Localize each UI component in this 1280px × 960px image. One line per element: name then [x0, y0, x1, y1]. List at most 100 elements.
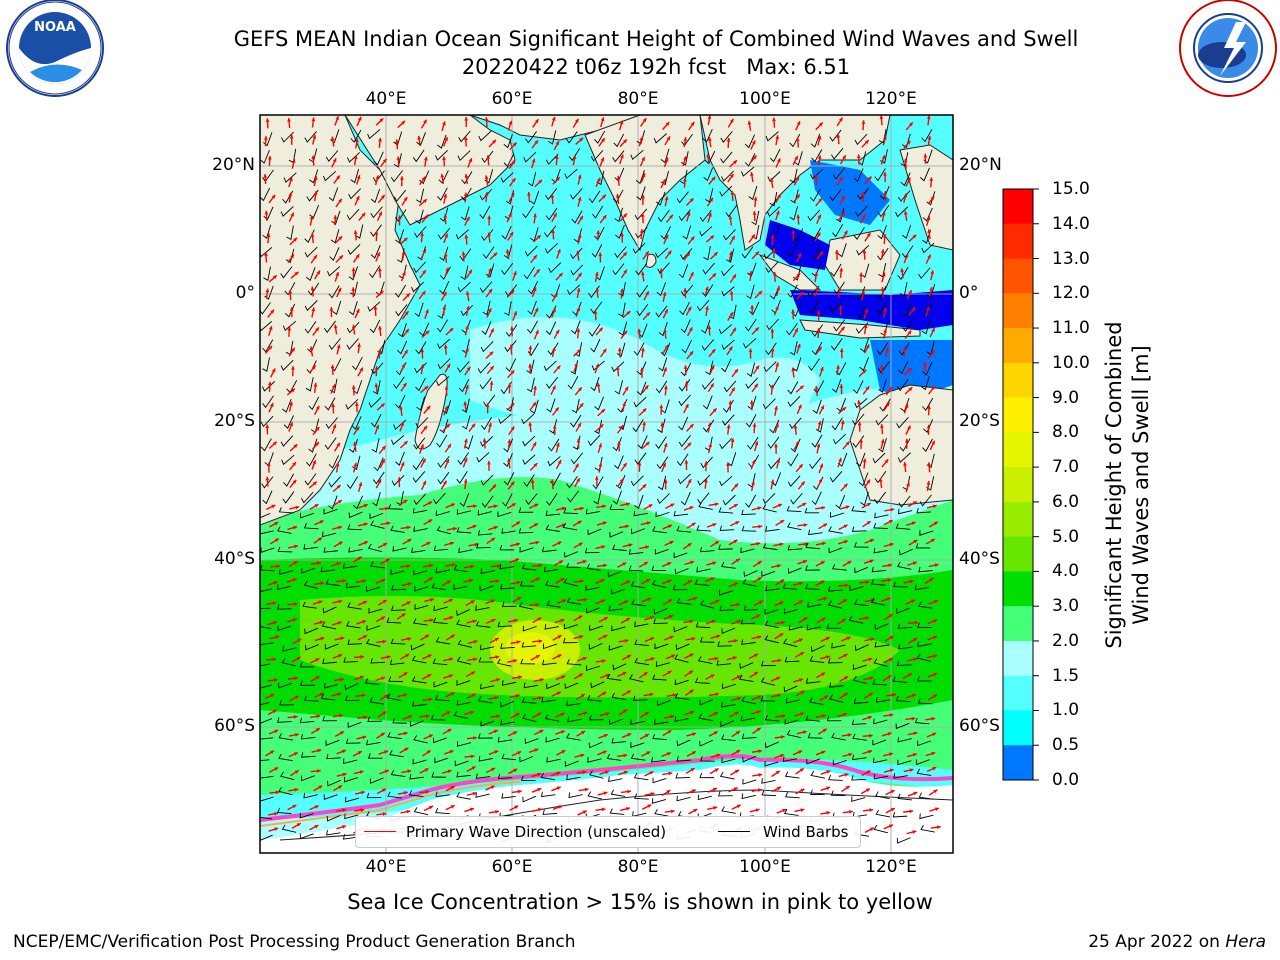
- wind-barb: [636, 361, 647, 376]
- wind-barb: [895, 695, 911, 703]
- wave-direction-arrowhead: [353, 441, 357, 446]
- wind-barb: [898, 643, 913, 650]
- wind-barb: [634, 639, 649, 646]
- wind-barb: [412, 507, 428, 514]
- wave-direction-arrowhead: [374, 383, 379, 388]
- wind-barb: [675, 773, 691, 779]
- wave-direction-arrowhead: [338, 785, 343, 789]
- wind-barb: [373, 151, 384, 166]
- wind-barb: [741, 696, 756, 705]
- wind-barb: [678, 209, 691, 222]
- wind-barb: [743, 338, 757, 349]
- wind-barb: [350, 281, 358, 297]
- wind-barb: [919, 494, 932, 507]
- wave-direction-arrowhead: [292, 618, 297, 622]
- wave-direction-arrowhead: [353, 155, 358, 160]
- wind-barb: [477, 530, 493, 536]
- wave-direction-arrowhead: [510, 193, 515, 198]
- wind-barb: [858, 472, 869, 487]
- wind-barb: [808, 358, 820, 371]
- wind-barb: [299, 812, 314, 819]
- wind-barb: [655, 661, 671, 668]
- wind-barb: [853, 675, 868, 685]
- wind-barb: [303, 695, 319, 702]
- wind-barb: [721, 170, 734, 182]
- wave-direction-arrowhead: [684, 404, 689, 409]
- wind-barb: [368, 265, 381, 279]
- wave-direction-arrowhead: [731, 387, 735, 392]
- wind-barb: [573, 228, 583, 243]
- wind-barb: [897, 452, 911, 463]
- wind-barb: [395, 229, 405, 244]
- wave-direction-arrowhead: [318, 600, 323, 605]
- wave-direction-arrowhead: [447, 769, 452, 774]
- wind-barb: [919, 813, 934, 820]
- wave-direction-arrowhead: [691, 751, 696, 755]
- wave-direction-arrowhead: [582, 770, 587, 775]
- wind-barb: [919, 167, 930, 182]
- wave-direction-arrowhead: [775, 770, 780, 775]
- wave-direction-arrowhead: [902, 346, 907, 351]
- wind-barb: [281, 131, 294, 143]
- wave-direction-arrowhead: [642, 484, 647, 489]
- wind-barb: [764, 609, 779, 615]
- wave-direction-arrowhead: [556, 691, 561, 696]
- wind-barb: [345, 695, 360, 702]
- wave-direction-arrowhead: [270, 693, 275, 698]
- wind-barb: [347, 602, 362, 610]
- wind-barb: [921, 375, 930, 391]
- wind-barb: [325, 579, 341, 587]
- wind-barb: [810, 168, 824, 180]
- wind-barb: [527, 342, 539, 357]
- wind-barb: [826, 623, 842, 629]
- wave-direction-arrowhead: [598, 252, 603, 257]
- wave-direction-arrowhead: [835, 250, 839, 254]
- wind-barb: [522, 713, 537, 723]
- wave-direction-arrowhead: [359, 770, 364, 774]
- wave-direction-arrowhead: [354, 138, 359, 143]
- wave-direction-arrowhead: [866, 503, 871, 507]
- wave-direction-arrowhead: [861, 290, 865, 295]
- wind-barb: [829, 129, 842, 142]
- wind-barb: [300, 512, 314, 519]
- wave-direction-arrowhead: [429, 563, 433, 568]
- wave-direction-arrowhead: [866, 521, 871, 525]
- wave-direction-arrowhead: [555, 141, 560, 146]
- wind-barb: [481, 495, 494, 508]
- wave-direction-arrowhead: [362, 735, 367, 740]
- wave-direction-arrowhead: [473, 639, 478, 644]
- wind-barb: [703, 167, 714, 182]
- wave-direction-arrowhead: [909, 809, 914, 814]
- wind-barb: [762, 543, 778, 551]
- wave-direction-arrowhead: [843, 230, 848, 235]
- wind-barb: [694, 579, 710, 586]
- wave-direction-arrowhead: [932, 766, 937, 771]
- wind-barb: [497, 511, 512, 518]
- wave-direction-arrowhead: [291, 347, 295, 352]
- wave-direction-arrowhead: [496, 714, 501, 719]
- wind-barb: [631, 599, 646, 607]
- wave-direction-arrowhead: [576, 307, 581, 312]
- wind-barb: [414, 604, 429, 610]
- wave-direction-arrowhead: [879, 115, 884, 119]
- wind-barb: [500, 583, 515, 590]
- wind-barb: [435, 807, 450, 815]
- wind-barb: [370, 561, 385, 569]
- wind-barb: [672, 584, 688, 591]
- wind-barb: [652, 526, 667, 534]
- wave-direction-arrowhead: [714, 541, 719, 545]
- wave-direction-arrowhead: [926, 424, 931, 429]
- wind-barb: [897, 623, 913, 629]
- wave-direction-arrowhead: [799, 678, 803, 682]
- wind-barb: [854, 566, 869, 574]
- wave-direction-arrowhead: [859, 272, 864, 277]
- wind-barb: [727, 452, 737, 467]
- wave-direction-arrowhead: [424, 156, 428, 161]
- colorbar-label: 8.0: [1052, 422, 1080, 443]
- wave-direction-arrowhead: [447, 443, 451, 448]
- wind-barb: [701, 319, 711, 334]
- wind-barb: [854, 644, 869, 652]
- wind-barb: [590, 150, 604, 162]
- wind-barb: [437, 227, 451, 240]
- wave-direction-arrowhead: [603, 791, 608, 796]
